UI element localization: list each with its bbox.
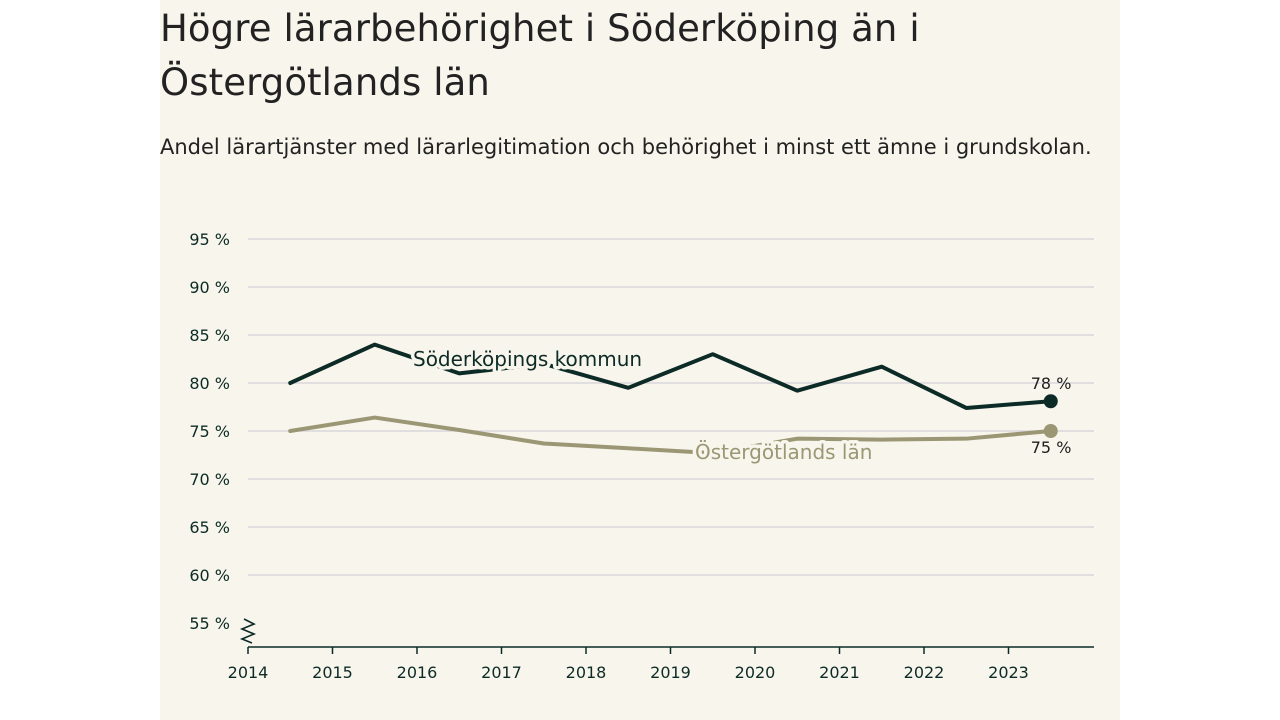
y-tick-label: 55 % (189, 614, 230, 633)
y-tick-label: 65 % (189, 518, 230, 537)
x-axis: 2014 2015 2016 2017 2018 2019 2020 2021 2022 2023 (228, 646, 1094, 682)
grid-lines (248, 238, 1094, 576)
axis-break-icon (239, 618, 257, 644)
y-tick-label: 60 % (189, 566, 230, 585)
y-tick-label: 80 % (189, 374, 230, 393)
series-lines (288, 342, 1058, 456)
x-tick-label: 2016 (397, 663, 438, 682)
y-tick-label: 75 % (189, 422, 230, 441)
line-chart: 95 % 90 % 85 % 80 % 75 % 70 % 65 % 60 % 55 % 201… (189, 230, 1094, 682)
x-tick-label: 2023 (988, 663, 1029, 682)
y-axis-ticks: 95 % 90 % 85 % 80 % 75 % 70 % 65 % 60 % 55 % (189, 230, 257, 644)
series-label-ostergotland: Östergötlands län (695, 440, 872, 464)
y-tick-label: 90 % (189, 278, 230, 297)
x-tick-label: 2020 (735, 663, 776, 682)
end-value-label-ostergotland: 75 % (1031, 438, 1072, 457)
series-line-ostergotland (288, 415, 1053, 456)
x-tick-label: 2014 (228, 663, 269, 682)
y-tick-label: 70 % (189, 470, 230, 489)
series-line-soderkoping (288, 342, 1053, 410)
end-marker-ostergotland (1043, 424, 1058, 438)
x-tick-label: 2019 (650, 663, 691, 682)
chart-title: Högre lärarbehörighet i Söderköping än i… (160, 7, 920, 104)
chart-subtitle: Andel lärartjänster med lärarlegitimatio… (160, 135, 1092, 159)
series-labels: 78 % Söderköpings kommun 75 % Östergötlands… (410, 344, 1072, 468)
x-tick-label: 2021 (819, 663, 860, 682)
x-tick-label: 2018 (566, 663, 607, 682)
x-tick-label: 2015 (312, 663, 353, 682)
x-tick-label: 2017 (481, 663, 522, 682)
end-value-label-soderkoping: 78 % (1031, 374, 1072, 393)
series-label-soderkoping: Söderköpings kommun (413, 347, 642, 371)
end-marker-soderkoping (1043, 394, 1058, 409)
x-tick-label: 2022 (904, 663, 945, 682)
chart-panel: Högre lärarbehörighet i Söderköping än i… (160, 0, 1120, 720)
y-tick-label: 95 % (189, 230, 230, 249)
y-tick-label: 85 % (189, 326, 230, 345)
